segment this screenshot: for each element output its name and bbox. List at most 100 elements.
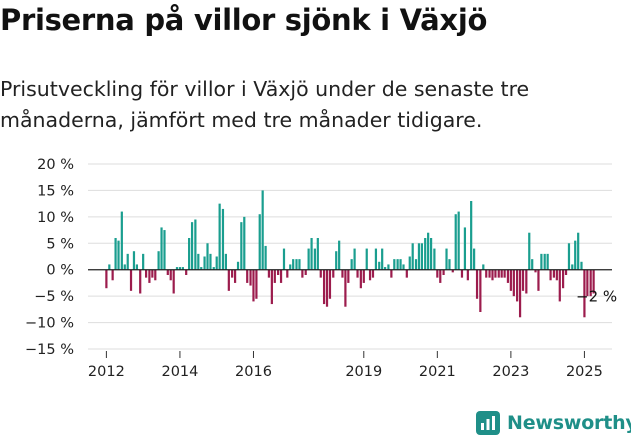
bar	[414, 259, 418, 270]
bar	[384, 267, 387, 270]
latest-value-annotation: −2 %	[576, 287, 617, 305]
bar	[371, 269, 375, 278]
bar	[365, 248, 368, 270]
bar	[491, 269, 494, 281]
bar-chart: 20 % 15 % 10 % 5 % 0 % −5 % −10 % −15 % 2012 2014…	[25, 157, 617, 380]
bar	[460, 269, 464, 278]
bar	[117, 240, 120, 270]
bar	[338, 240, 341, 270]
bar	[473, 248, 476, 270]
bar	[475, 269, 479, 299]
y-tick-label: 20 %	[37, 157, 74, 173]
bar	[243, 216, 246, 270]
bar	[277, 269, 280, 275]
bar	[500, 269, 503, 278]
bar	[307, 248, 310, 270]
bar	[589, 269, 592, 297]
bar	[246, 269, 249, 283]
bar	[221, 208, 225, 270]
labels-layer: 20 % 15 % 10 % 5 % 0 % −5 % −10 % −15 % 2012 2014…	[25, 157, 617, 380]
bar	[454, 214, 457, 270]
bar	[227, 269, 230, 291]
bar	[577, 232, 580, 270]
bar	[139, 269, 142, 294]
bar	[531, 259, 534, 270]
bar	[497, 269, 500, 278]
bar	[580, 261, 583, 270]
bar	[270, 269, 273, 305]
bar	[120, 211, 123, 270]
chart-title: Priserna på villor sjönk i Växjö	[0, 3, 488, 37]
bar	[503, 269, 506, 278]
grid-layer	[88, 163, 612, 350]
bar	[252, 269, 255, 302]
bar	[301, 269, 304, 278]
bar	[353, 248, 356, 270]
bar	[203, 256, 206, 270]
bar	[111, 269, 114, 281]
bar	[525, 269, 528, 294]
bars-layer	[105, 190, 595, 318]
bar	[258, 214, 261, 270]
bar	[390, 269, 393, 278]
bar	[218, 203, 221, 270]
bar	[350, 259, 353, 270]
bar	[436, 269, 439, 278]
bar	[399, 259, 402, 270]
x-tick-label: 2016	[235, 364, 272, 380]
bar	[249, 269, 252, 286]
bar	[506, 269, 510, 283]
bar	[169, 269, 172, 281]
bar	[516, 269, 519, 302]
bar	[381, 248, 384, 270]
bar	[163, 230, 166, 270]
bar	[286, 269, 289, 278]
y-tick-label: 15 %	[37, 183, 74, 199]
bar	[135, 264, 139, 270]
bar	[420, 243, 423, 270]
y-tick-label: −15 %	[25, 342, 74, 358]
bar	[393, 259, 396, 270]
bar	[387, 264, 390, 270]
bar	[344, 269, 347, 307]
bar	[209, 253, 212, 270]
bar	[424, 238, 427, 270]
bar	[488, 269, 491, 278]
bar	[396, 259, 399, 270]
bar	[289, 264, 292, 270]
chart-subtitle: Prisutveckling för villor i Växjö under …	[0, 77, 530, 132]
bar	[448, 259, 451, 270]
bar	[175, 267, 179, 270]
bar	[433, 248, 436, 270]
bar	[546, 253, 549, 270]
bar	[304, 269, 307, 275]
x-tick-label: 2021	[419, 364, 456, 380]
bar	[466, 269, 469, 281]
bar	[224, 253, 227, 270]
bar	[132, 251, 136, 270]
bar	[114, 238, 117, 270]
bar	[310, 238, 313, 270]
bar	[282, 248, 286, 270]
bar	[335, 251, 338, 270]
bar	[123, 264, 126, 270]
brand-name: Newsworthy	[507, 412, 631, 434]
bar	[549, 269, 552, 281]
bar	[325, 269, 329, 307]
bar	[240, 222, 243, 270]
bar	[555, 269, 558, 281]
bar	[442, 269, 445, 275]
bar	[188, 238, 191, 270]
bar	[347, 269, 350, 283]
axis-layer	[88, 269, 612, 358]
bar	[178, 267, 182, 270]
bar	[451, 269, 454, 273]
bar	[233, 269, 237, 283]
bar	[295, 259, 298, 270]
y-tick-label: 5 %	[46, 236, 74, 252]
y-tick-label: 10 %	[37, 210, 74, 226]
bar	[215, 256, 218, 270]
bar	[273, 269, 276, 283]
bar	[402, 264, 405, 270]
bar	[322, 269, 326, 305]
